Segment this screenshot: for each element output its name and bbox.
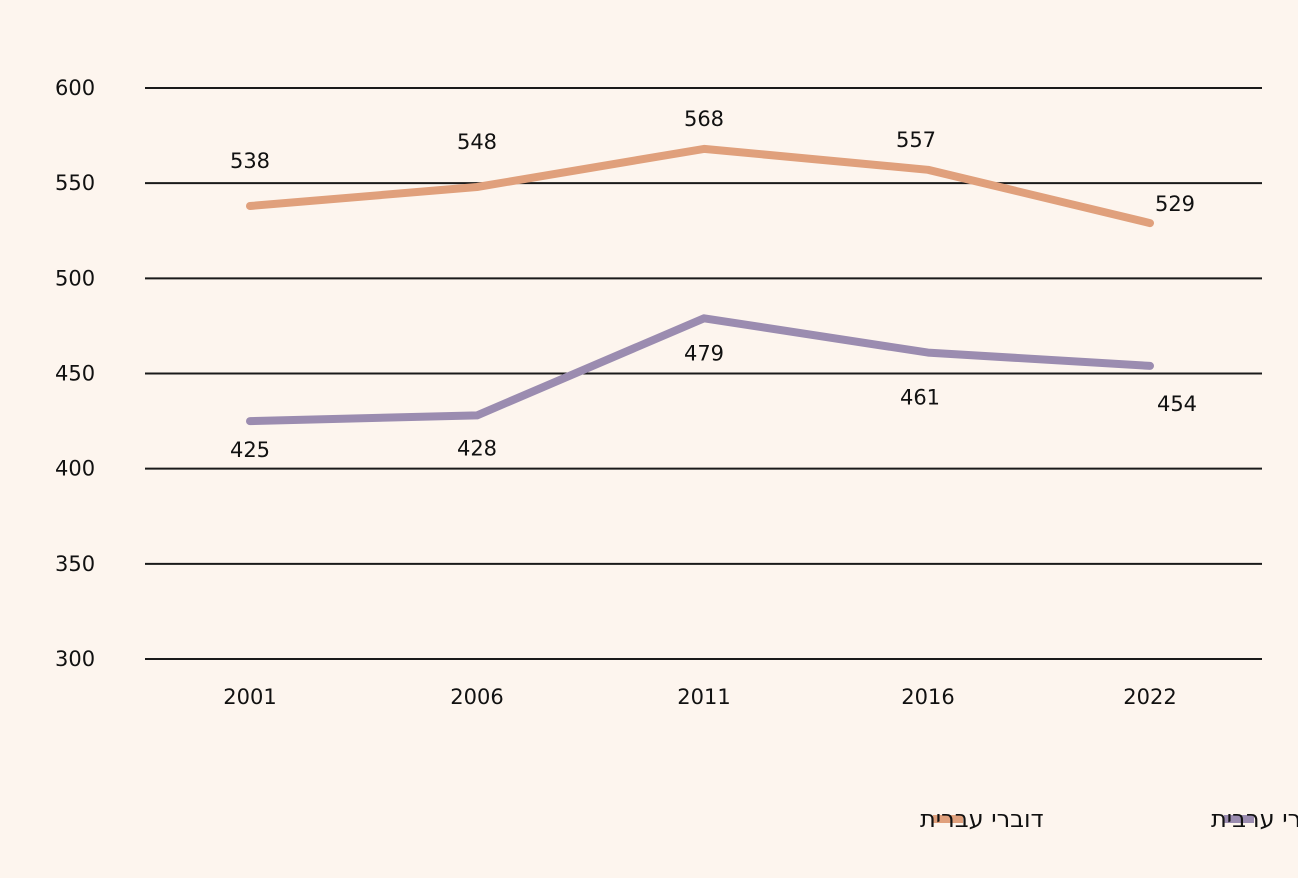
legend-swatch-hebrew [933, 815, 963, 823]
x-axis-ticks: 2001 2006 2011 2016 2022 [223, 685, 1176, 709]
y-axis-ticks: 300 350 400 450 500 550 600 [55, 76, 95, 671]
y-tick-label: 550 [55, 171, 95, 195]
data-label: 538 [230, 149, 270, 173]
legend-swatch-arabic [1224, 815, 1254, 823]
y-tick-label: 350 [55, 552, 95, 576]
data-label: 568 [684, 107, 724, 131]
data-label: 548 [457, 130, 497, 154]
x-tick-label: 2006 [450, 685, 503, 709]
y-tick-label: 400 [55, 457, 95, 481]
x-tick-label: 2016 [901, 685, 954, 709]
data-label: 461 [900, 386, 940, 410]
legend: דוברי עברית דוברי ערבית [920, 805, 1298, 833]
x-tick-label: 2011 [677, 685, 730, 709]
data-label: 428 [457, 436, 497, 460]
data-label: 454 [1157, 392, 1197, 416]
data-label: 529 [1155, 192, 1195, 216]
data-label: 479 [684, 341, 724, 365]
data-label: 557 [896, 128, 936, 152]
x-tick-label: 2001 [223, 685, 276, 709]
series-lines [246, 144, 1154, 426]
y-tick-label: 300 [55, 647, 95, 671]
data-label: 425 [230, 438, 270, 462]
series-line-arabic [246, 314, 1154, 426]
series-line-hebrew [246, 144, 1154, 228]
legend-label-arabic: דוברי ערבית [1211, 805, 1298, 833]
y-tick-label: 500 [55, 266, 95, 290]
gridlines [145, 87, 1262, 660]
x-tick-label: 2022 [1123, 685, 1176, 709]
data-labels: 538 548 568 557 529 425 428 479 461 454 [230, 107, 1197, 462]
legend-label-hebrew: דוברי עברית [920, 805, 1044, 833]
y-tick-label: 600 [55, 76, 95, 100]
y-tick-label: 450 [55, 362, 95, 386]
